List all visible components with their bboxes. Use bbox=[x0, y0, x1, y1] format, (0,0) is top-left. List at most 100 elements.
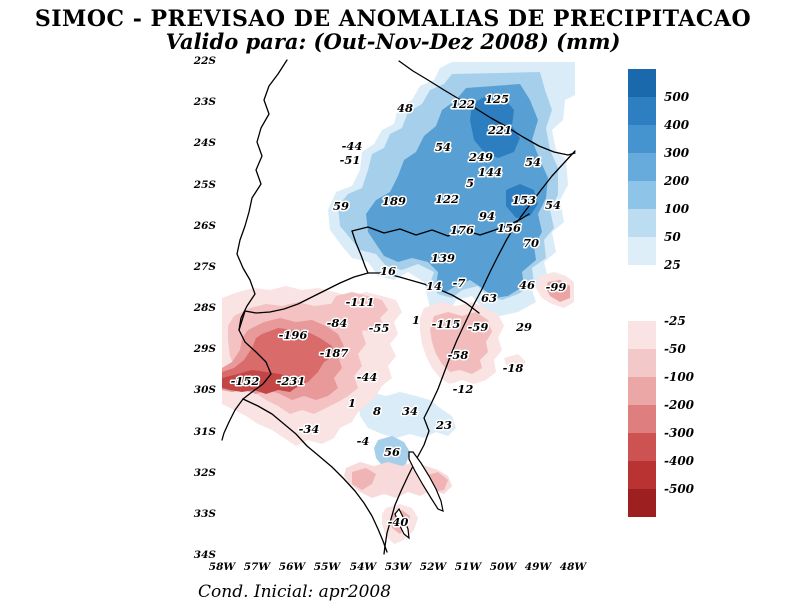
lat-tick-label: 22S bbox=[193, 55, 217, 67]
colorbar-tick-label: 400 bbox=[664, 118, 690, 132]
grid-value-labels: 48 122 125 221 -44 54 -51 249 54 144 5 59 189 122 153 5… bbox=[229, 91, 568, 531]
colorbar-segment bbox=[628, 405, 656, 433]
colorbar: 500 400 300 200 100 50 25 -25 -50 -100 -200 -300 -40… bbox=[628, 69, 695, 517]
lon-tick-label: 56W bbox=[279, 561, 307, 573]
value-label: -231 bbox=[277, 374, 306, 388]
lat-tick-label: 33S bbox=[194, 508, 217, 520]
lat-tick-label: 25S bbox=[193, 179, 217, 191]
anomaly-shading bbox=[222, 62, 575, 544]
value-label: 54 bbox=[545, 198, 561, 212]
colorbar-segment bbox=[628, 237, 656, 265]
lat-tick-label: 23S bbox=[193, 96, 217, 108]
border-argentina-uruguay bbox=[221, 398, 244, 441]
value-label: 249 bbox=[468, 150, 493, 164]
colorbar-segment bbox=[628, 125, 656, 153]
page-subtitle: Valido para: (Out-Nov-Dez 2008) (mm) bbox=[166, 29, 621, 54]
border-santacatarina-riograndedosul bbox=[238, 272, 480, 331]
value-label: 56 bbox=[384, 445, 400, 459]
coastline bbox=[383, 150, 576, 555]
colorbar-segment bbox=[628, 433, 656, 461]
colorbar-segment bbox=[628, 97, 656, 125]
value-label: 8 bbox=[373, 404, 381, 418]
colorbar-tick-label: 200 bbox=[663, 174, 690, 188]
lat-tick-label: 28S bbox=[193, 302, 217, 314]
value-label: -34 bbox=[299, 422, 320, 436]
positive-region-dark-upper bbox=[470, 96, 520, 158]
longitude-axis: 58W 57W 56W 55W 54W 53W 52W 51W 50W 49W 48W bbox=[209, 561, 588, 573]
colorbar-segment bbox=[628, 209, 656, 237]
value-label: -84 bbox=[327, 316, 348, 330]
colorbar-segment bbox=[628, 265, 656, 293]
negative-region-south-band-core-west bbox=[352, 468, 376, 490]
colorbar-tick-label: 25 bbox=[663, 258, 681, 272]
lagoa-mirim bbox=[394, 507, 410, 540]
value-label: 94 bbox=[479, 209, 495, 223]
negative-region-tiny-coast bbox=[504, 354, 526, 372]
colorbar-tick-label: 500 bbox=[664, 90, 690, 104]
political-borders bbox=[221, 59, 576, 555]
lat-tick-label: 32S bbox=[194, 467, 217, 479]
border-misiones-east bbox=[351, 230, 369, 274]
value-label: -58 bbox=[448, 348, 469, 362]
colorbar-tick-label: 50 bbox=[664, 230, 681, 244]
lagoa-dos-patos bbox=[408, 451, 444, 512]
value-label: -196 bbox=[279, 328, 308, 342]
latitude-axis: 22S 23S 24S 25S 26S 27S 28S 29S 30S 31S 32S 33S 34S bbox=[193, 55, 217, 561]
value-label: 46 bbox=[519, 278, 535, 292]
border-parana-santacatarina bbox=[351, 213, 530, 237]
value-label: 34 bbox=[402, 404, 418, 418]
colorbar-segment bbox=[628, 349, 656, 377]
value-label: 63 bbox=[481, 291, 497, 305]
colorbar-segment bbox=[628, 293, 656, 321]
value-label: 14 bbox=[426, 279, 442, 293]
value-label: 54 bbox=[525, 155, 541, 169]
lon-tick-label: 57W bbox=[244, 561, 272, 573]
colorbar-segment bbox=[628, 461, 656, 489]
value-label: 70 bbox=[523, 236, 539, 250]
value-label: 1 bbox=[348, 396, 356, 410]
colorbar-segment bbox=[628, 181, 656, 209]
value-label: 1 bbox=[412, 313, 420, 327]
value-label: -187 bbox=[320, 346, 349, 360]
negative-region-light-north-lobe bbox=[330, 292, 388, 334]
colorbar-tick-label: -100 bbox=[664, 370, 695, 384]
value-label: -18 bbox=[503, 361, 524, 375]
lat-tick-label: 30S bbox=[194, 384, 217, 396]
colorbar-tick-label: 100 bbox=[664, 202, 690, 216]
lon-tick-label: 50W bbox=[490, 561, 518, 573]
value-label: -115 bbox=[432, 317, 461, 331]
colorbar-tick-label: -200 bbox=[664, 398, 695, 412]
value-label: -44 bbox=[357, 370, 378, 384]
colorbar-tick-label: -400 bbox=[664, 454, 695, 468]
lon-tick-label: 54W bbox=[350, 561, 378, 573]
lat-tick-label: 27S bbox=[193, 261, 217, 273]
lon-tick-label: 53W bbox=[385, 561, 413, 573]
value-label: 156 bbox=[497, 221, 521, 235]
value-label: -44 bbox=[342, 139, 363, 153]
lon-tick-label: 48W bbox=[560, 561, 588, 573]
border-parana-river bbox=[236, 59, 288, 400]
lon-tick-label: 52W bbox=[420, 561, 448, 573]
colorbar-tick-label: 300 bbox=[664, 146, 690, 160]
lon-tick-label: 58W bbox=[209, 561, 237, 573]
value-label: -51 bbox=[340, 153, 361, 167]
lat-tick-label: 24S bbox=[193, 137, 217, 149]
value-label: -4 bbox=[357, 434, 370, 448]
colorbar-tick-label: -50 bbox=[664, 342, 686, 356]
border-brazil-uruguay bbox=[242, 398, 388, 553]
initial-condition-label: Cond. Inicial: apr2008 bbox=[198, 582, 391, 602]
colorbar-tick-label: -500 bbox=[664, 482, 695, 496]
border-sp-parana bbox=[398, 60, 576, 156]
value-label: -55 bbox=[369, 321, 390, 335]
colorbar-segment bbox=[628, 489, 656, 517]
value-label: 48 bbox=[397, 101, 413, 115]
lat-tick-label: 29S bbox=[193, 343, 217, 355]
value-label: -111 bbox=[346, 295, 375, 309]
colorbar-tick-label: -25 bbox=[664, 314, 686, 328]
negative-region-light-east bbox=[430, 312, 492, 374]
colorbar-tick-label: -300 bbox=[664, 426, 695, 440]
value-label: 16 bbox=[380, 264, 396, 278]
negative-region-coast-core bbox=[546, 280, 570, 302]
value-label: 29 bbox=[515, 320, 532, 334]
